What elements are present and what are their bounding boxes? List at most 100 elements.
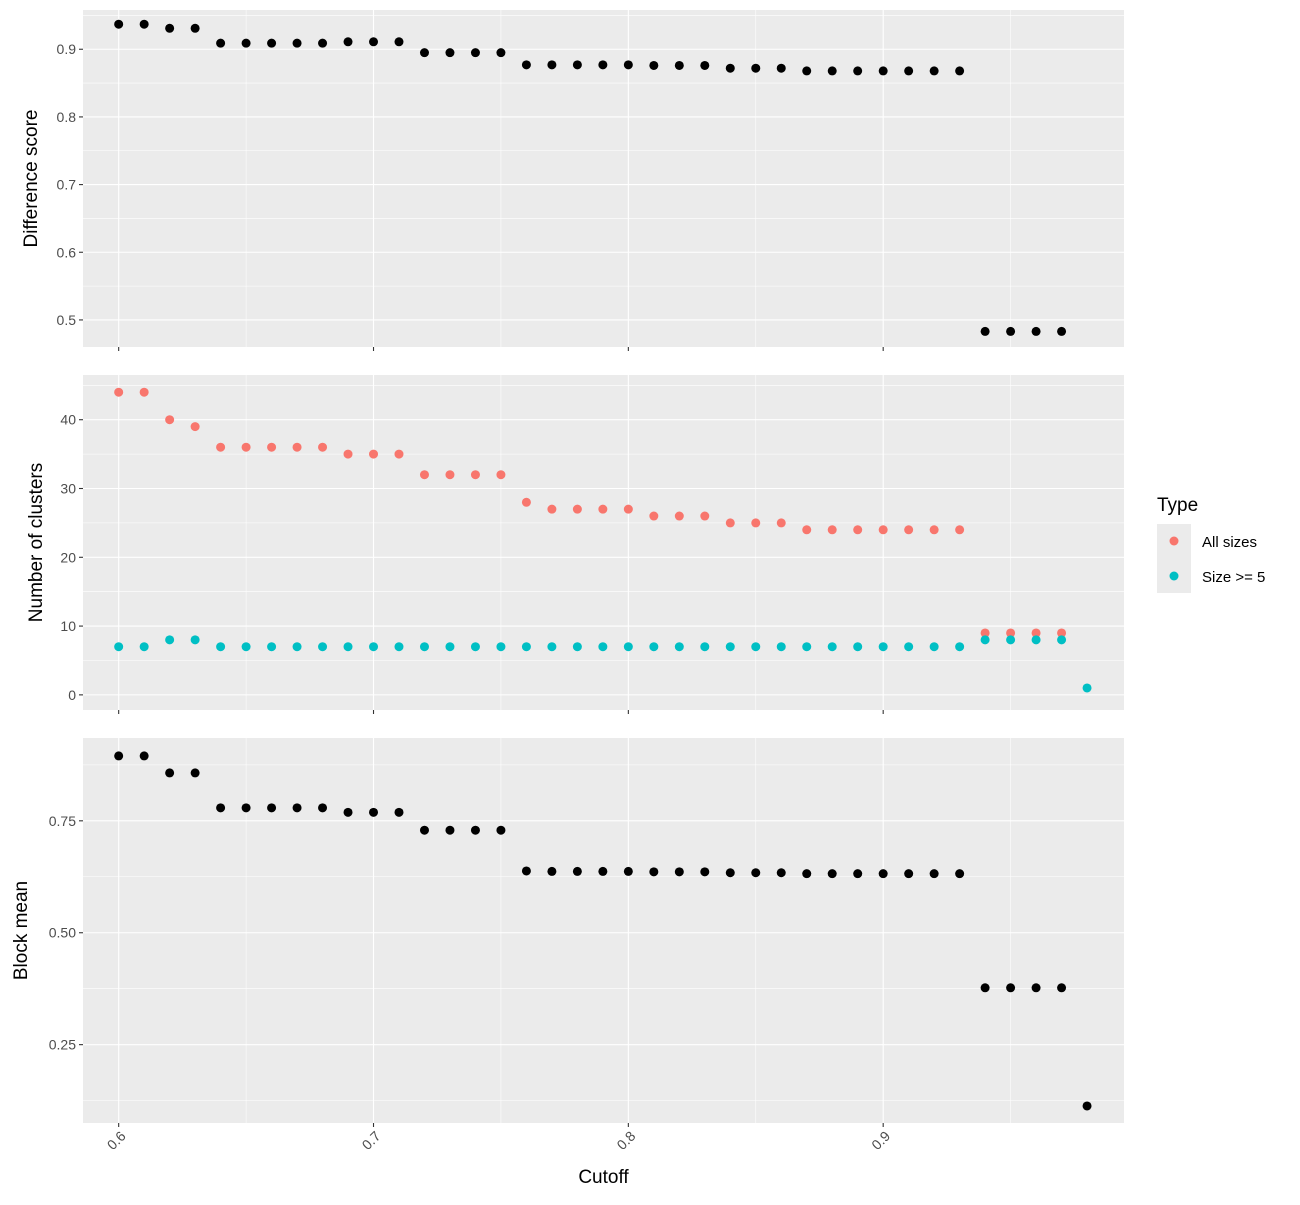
data-point [1031,326,1041,336]
data-point [394,37,404,47]
data-point [139,19,149,29]
data-point [598,60,608,70]
data-point [853,869,863,879]
data-point [470,470,480,480]
data-point [292,642,302,652]
data-point [802,66,812,76]
data-point [878,869,888,879]
data-point [955,869,965,879]
data-point [292,38,302,48]
data-point [623,504,633,514]
data-point [1057,326,1067,336]
data-point [725,642,735,652]
data-point [139,751,149,761]
legend-key-size-5 [1169,571,1179,581]
data-point [394,449,404,459]
data-point [955,642,965,652]
data-point [165,415,175,425]
data-point [700,867,710,877]
panel-number-of-clusters: 0 10 20 30 40 Number of clusters [26,375,1124,714]
data-point [776,518,786,528]
data-point [445,470,455,480]
data-point [649,642,659,652]
data-point [1006,983,1016,993]
data-point [190,768,200,778]
y-axis-title-difference-score: Difference score [21,110,42,248]
data-point [725,518,735,528]
data-point [318,803,328,813]
y-tick-label: 30 [60,481,76,497]
data-point [1082,683,1092,693]
data-point [623,866,633,876]
y-tick-label: 10 [60,618,76,634]
data-point [1057,983,1067,993]
legend-key-all-sizes [1169,536,1179,546]
data-point [802,525,812,535]
data-point [216,442,226,452]
data-point [980,635,990,645]
data-point [547,60,557,70]
data-point [496,642,506,652]
data-point [904,66,914,76]
data-point [241,642,251,652]
y-tick-label: 0.75 [49,813,76,829]
data-point [343,642,353,652]
data-point [241,442,251,452]
data-point [1006,635,1016,645]
data-point [1031,628,1041,638]
data-point [955,525,965,535]
data-point [955,66,965,76]
data-point [853,66,863,76]
panel-difference-score: 0.5 0.6 0.7 0.8 0.9 Difference score [21,10,1124,351]
data-point [292,803,302,813]
data-point [572,504,582,514]
data-point [470,825,480,835]
y-tick-label: 0.6 [57,244,77,260]
data-point [190,422,200,432]
data-point [343,449,353,459]
data-point [547,504,557,514]
data-point [1057,635,1067,645]
data-point [598,504,608,514]
data-point [649,60,659,70]
data-point [674,867,684,877]
data-point [827,66,837,76]
y-tick-label: 20 [60,549,76,565]
data-point [725,868,735,878]
data-point [419,48,429,58]
y-tick-label: 0.5 [57,312,77,328]
x-axis-title-cutoff: Cutoff [578,1167,629,1188]
data-point [674,60,684,70]
data-point [929,642,939,652]
data-point [802,642,812,652]
data-point [369,37,379,47]
data-point [165,768,175,778]
data-point [267,803,277,813]
data-point [751,518,761,528]
data-point [827,525,837,535]
data-point [751,868,761,878]
data-point [878,525,888,535]
data-point [139,387,149,397]
data-point [623,60,633,70]
data-point [1006,628,1016,638]
data-point [1057,628,1067,638]
data-point [139,642,149,652]
y-tick-label: 0.50 [49,925,76,941]
data-point [853,525,863,535]
data-point [725,63,735,73]
data-point [114,642,124,652]
data-point [445,642,455,652]
data-point [394,642,404,652]
data-point [419,470,429,480]
data-point [776,868,786,878]
data-point [369,642,379,652]
data-point [216,642,226,652]
data-point [827,642,837,652]
y-axis-title-number-of-clusters: Number of clusters [26,463,47,622]
data-point [419,642,429,652]
data-point [980,628,990,638]
data-point [929,525,939,535]
data-point [929,869,939,879]
